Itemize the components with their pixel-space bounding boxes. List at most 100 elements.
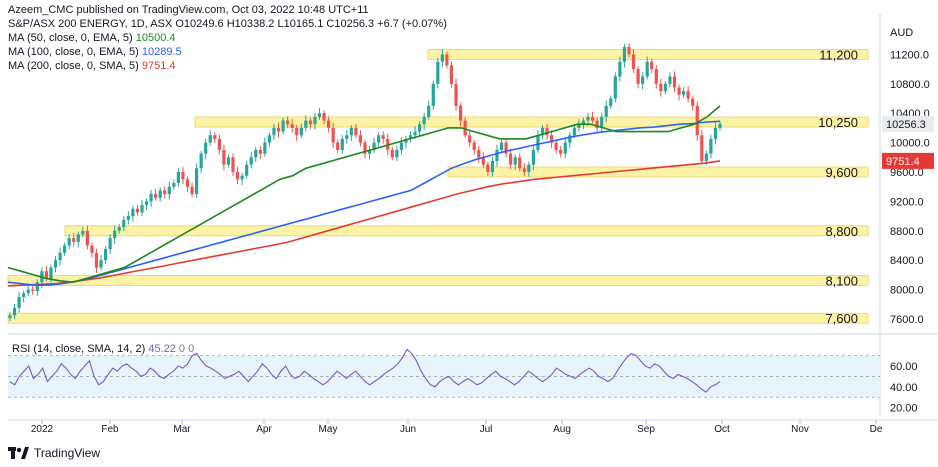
candle-body (308, 120, 312, 125)
ma200-price-tag-bg (882, 152, 934, 169)
candle-body (527, 164, 531, 172)
candle-body (135, 208, 140, 213)
candle-body (458, 105, 463, 121)
price-tick-label: 10000.0 (890, 138, 930, 150)
sr-zone (7, 274, 869, 286)
candle-body (622, 47, 627, 62)
candle-body (272, 127, 276, 136)
candle-body (326, 120, 331, 128)
currency-label: AUD (890, 27, 913, 39)
time-tick-label: Feb (101, 424, 119, 435)
candle-body (354, 127, 358, 136)
candle-body (31, 289, 35, 292)
candle-body (413, 131, 417, 136)
candle-body (563, 142, 567, 154)
candle-body (499, 142, 504, 150)
candle-body (677, 87, 681, 95)
candle-body (422, 116, 426, 125)
candle-body (103, 249, 108, 261)
candle-body (377, 135, 381, 143)
candle-body (49, 267, 53, 279)
candle-body (185, 179, 190, 187)
sr-zone (427, 49, 869, 60)
candle-body (650, 61, 654, 70)
candle-body (490, 160, 495, 172)
candle-body (672, 76, 677, 88)
candle-body (372, 142, 376, 150)
candle-body (440, 54, 444, 62)
candle-body (427, 105, 431, 117)
candle-body (445, 54, 449, 66)
candle-body (108, 238, 112, 250)
time-tick-label: Nov (791, 424, 809, 435)
candle-body (636, 69, 640, 84)
candle-body (172, 183, 176, 187)
candle-body (72, 238, 76, 242)
candle-body (595, 120, 599, 128)
candle-body (167, 186, 171, 195)
candle-body (349, 127, 353, 136)
candle-body (26, 289, 30, 294)
candle-body (63, 245, 67, 253)
candle-body (208, 135, 212, 143)
candle-body (181, 172, 185, 180)
candle-body (713, 127, 718, 139)
candle-body (536, 135, 540, 150)
time-tick-label: De (870, 424, 883, 435)
sr-zone-label: 8,800 (825, 224, 858, 239)
ma200-price-tag: 9751.4 (886, 156, 920, 168)
candle-body (358, 135, 363, 143)
publish-info: Azeem_CMC published on TradingView.com, … (8, 4, 369, 16)
candle-body (199, 153, 203, 169)
candle-body (85, 230, 89, 246)
candle-body (418, 124, 422, 132)
time-tick-label: Aug (553, 424, 571, 435)
candle-body (67, 238, 71, 246)
candle-body (235, 172, 240, 180)
candle-body (481, 157, 485, 165)
candle-body (258, 149, 262, 154)
candle-body (572, 127, 576, 136)
candle-body (477, 149, 481, 158)
ma100-label: MA (100, close, 0, EMA, 5) (8, 46, 139, 58)
candle-body (718, 123, 722, 128)
candle-body (577, 124, 581, 128)
candle-body (35, 282, 39, 292)
candle-body (681, 91, 686, 95)
candle-body (518, 157, 522, 169)
ma100-legend: MA (100, close, 0, EMA, 5) 10289.5 (8, 46, 182, 58)
candle-body (431, 83, 435, 106)
ma200-value: 9751.4 (141, 60, 176, 72)
ma50-legend: MA (50, close, 0, EMA, 5) 10500.4 (8, 32, 176, 44)
candle-body (226, 157, 231, 165)
candle-body (231, 157, 235, 172)
candle-body (659, 83, 663, 92)
candle-body (627, 47, 631, 55)
candle-body (613, 76, 617, 99)
candle-body (686, 91, 690, 99)
candle-body (463, 120, 467, 136)
candle-body (12, 307, 17, 316)
candle-body (144, 201, 149, 206)
time-tick-label: Mar (173, 424, 191, 435)
ma100-line (7, 120, 721, 286)
candle-body (304, 120, 308, 128)
candle-body (568, 135, 572, 143)
candle-body (154, 194, 158, 198)
sr-zone-label: 7,600 (825, 311, 858, 326)
symbol-line: S&P/ASX 200 ENERGY, 1D, ASX O10249.6 H10… (8, 18, 447, 30)
candle-body (709, 138, 713, 154)
rsi-legend: RSI (14, close, SMA, 14, 2) 45.22 0 0 (12, 343, 194, 355)
candle-body (22, 293, 26, 297)
candle-body (336, 142, 340, 150)
candle-body (44, 271, 49, 279)
sr-zone-label: 11,200 (819, 47, 858, 62)
ma200-legend: MA (200, close, 0, SMA, 5) 9751.4 (8, 60, 176, 72)
rsi-tick-label: 20.00 (890, 403, 918, 415)
candle-body (540, 127, 545, 136)
ma200-label: MA (200, close, 0, SMA, 5) (8, 60, 139, 72)
candle-body (600, 116, 604, 128)
rsi-extra: 0 0 (176, 343, 194, 355)
candle-body (472, 142, 476, 150)
